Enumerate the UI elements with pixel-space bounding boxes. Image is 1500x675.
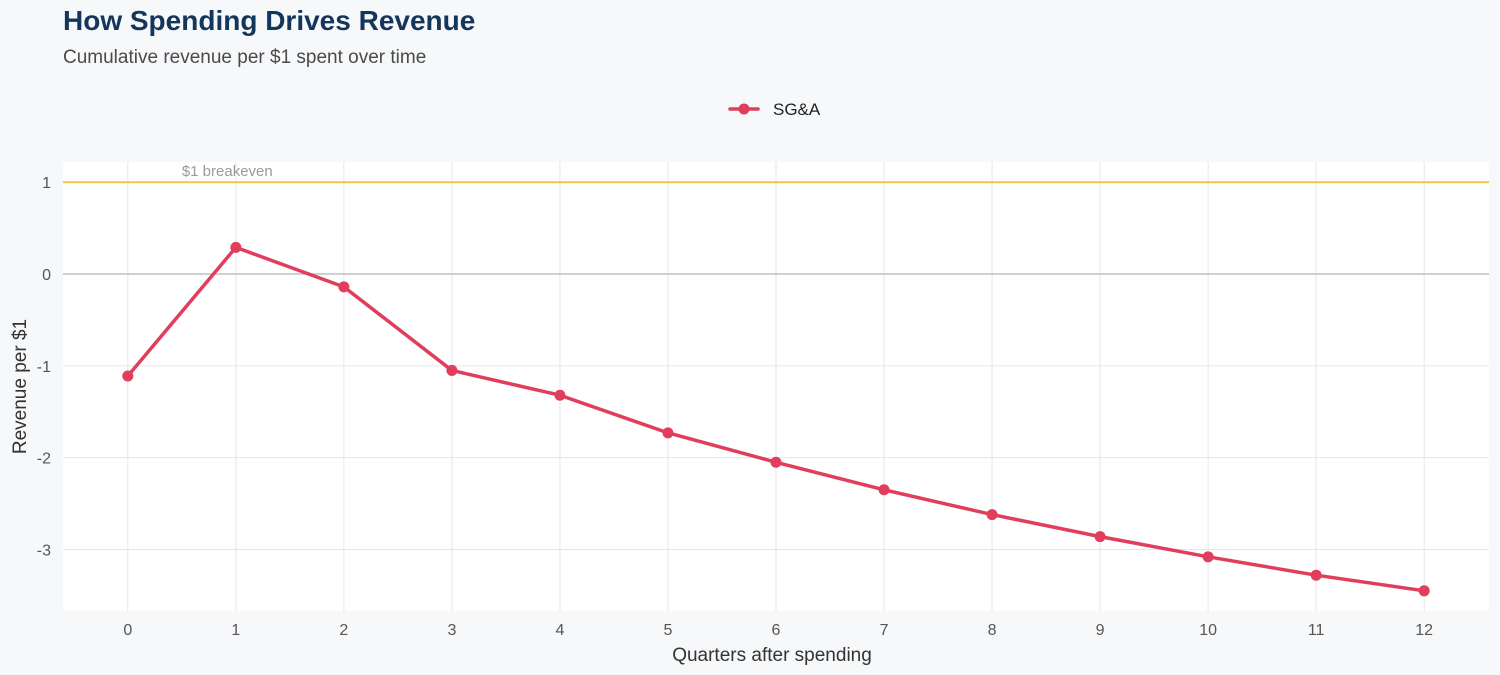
x-axis-title: Quarters after spending	[672, 645, 872, 666]
legend-label: SG&A	[773, 100, 821, 119]
x-tick-label: 10	[1199, 622, 1217, 639]
series-layer	[122, 241, 1430, 597]
x-tick-label: 0	[123, 622, 132, 639]
data-point-q1	[230, 241, 242, 253]
legend-swatch-dot	[738, 103, 750, 115]
data-point-q3	[446, 364, 458, 376]
chart-title: How Spending Drives Revenue	[63, 5, 476, 36]
data-point-q9	[1094, 531, 1106, 543]
y-tick-label: -3	[37, 542, 51, 559]
data-point-q4	[554, 389, 566, 401]
legend: SG&A	[728, 100, 821, 119]
data-point-q11	[1310, 569, 1322, 581]
x-tick-label: 5	[664, 622, 673, 639]
chart-subtitle: Cumulative revenue per $1 spent over tim…	[63, 47, 427, 68]
x-axis-ticks: 0 1 2 3 4 5 6 7 8 9 10 11 12	[123, 622, 1433, 639]
y-axis-ticks: 1 0 -1 -2 -3	[37, 175, 51, 559]
data-point-q2	[338, 281, 350, 293]
data-point-q7	[878, 484, 890, 496]
x-tick-label: 11	[1308, 622, 1325, 639]
x-tick-label: 8	[988, 622, 997, 639]
y-tick-label: 0	[42, 267, 51, 284]
x-tick-label: 12	[1415, 622, 1433, 639]
data-point-q8	[986, 509, 998, 521]
data-point-q5	[662, 427, 674, 439]
reference-lines: $1 breakeven	[63, 163, 1489, 184]
data-point-q0	[122, 370, 134, 382]
x-tick-label: 1	[231, 622, 240, 639]
x-tick-label: 6	[772, 622, 781, 639]
x-tick-label: 7	[880, 622, 889, 639]
y-axis-title: Revenue per $1	[10, 319, 31, 454]
y-tick-label: 1	[42, 175, 51, 192]
x-tick-label: 2	[339, 622, 348, 639]
data-point-q12	[1418, 585, 1430, 597]
breakeven-label: $1 breakeven	[182, 163, 273, 180]
x-tick-label: 3	[447, 622, 456, 639]
x-tick-label: 9	[1096, 622, 1105, 639]
y-tick-label: -2	[37, 451, 51, 468]
x-tick-label: 4	[555, 622, 564, 639]
data-point-q10	[1202, 551, 1214, 563]
data-point-q6	[770, 456, 782, 468]
y-tick-label: -1	[37, 359, 51, 376]
